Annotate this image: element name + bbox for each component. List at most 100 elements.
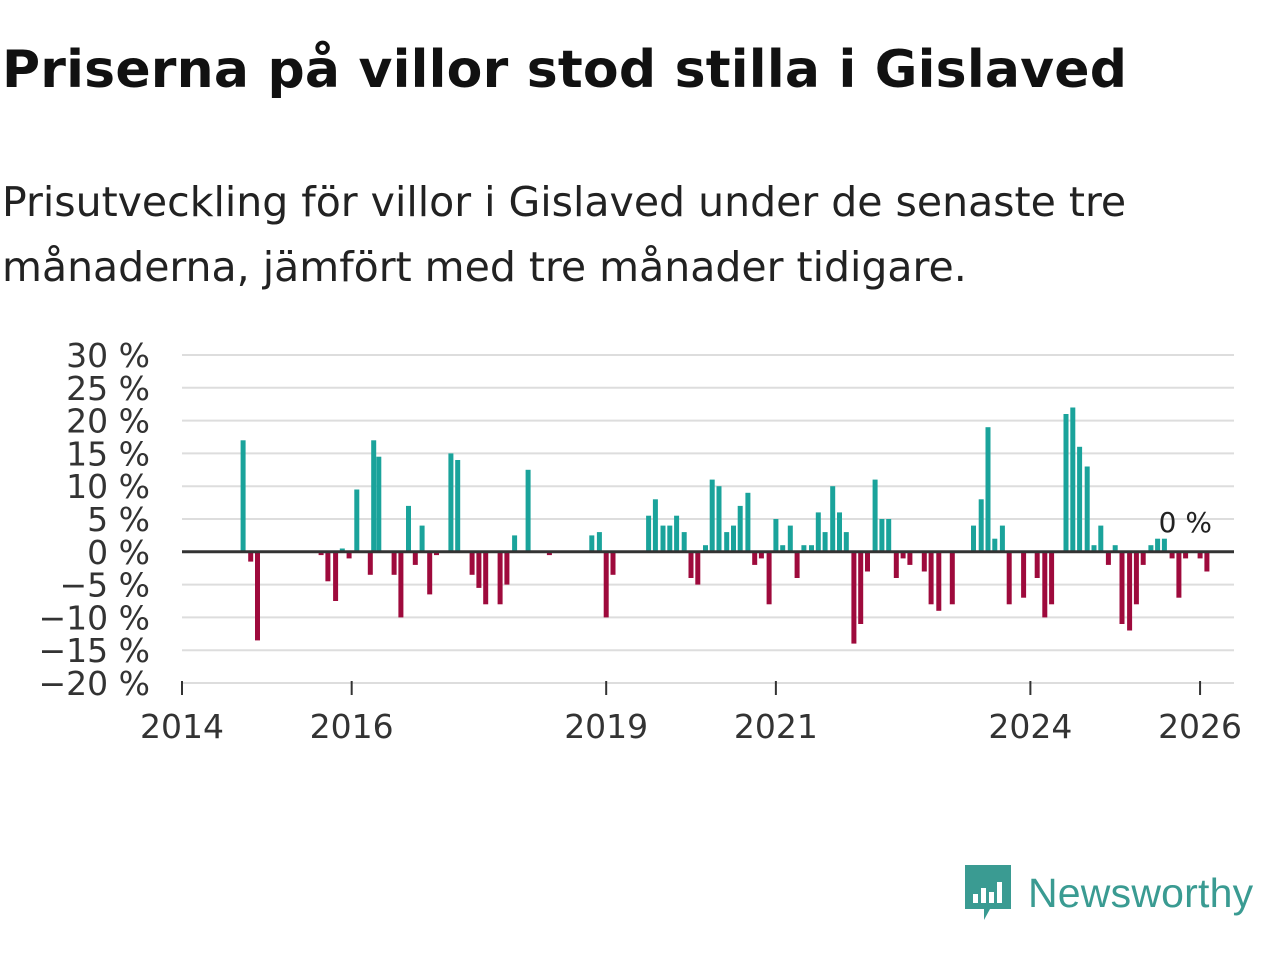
bar-positive [339, 548, 345, 552]
bar-positive [809, 545, 814, 552]
grid-lines [182, 354, 1234, 684]
bar-negative [333, 551, 339, 601]
bar-positive [872, 479, 878, 552]
bar-negative [427, 551, 433, 595]
x-tick-label: 2019 [564, 707, 648, 746]
x-tick-label: 2026 [1158, 707, 1242, 746]
bar-negative [758, 551, 764, 559]
y-tick-label: 25 % [66, 369, 150, 408]
axes: 30 %25 %20 %15 %10 %5 %0 %−5 %−10 %−15 %… [39, 336, 1243, 746]
bar-negative [434, 551, 439, 556]
bar-negative [412, 551, 418, 565]
bar-negative [346, 551, 352, 559]
bar-positive [646, 515, 652, 552]
bar-positive [371, 440, 377, 552]
bar-positive [787, 525, 793, 552]
bar-positive [419, 525, 425, 552]
bar-negative [1042, 551, 1048, 618]
bar-positive [830, 486, 836, 552]
bar-negative [546, 551, 552, 556]
bar-negative [1006, 551, 1012, 605]
y-tick-label: 30 % [66, 336, 150, 375]
y-tick-label: −20 % [39, 664, 151, 703]
y-tick-label: −10 % [39, 598, 151, 637]
bar-positive [737, 505, 743, 552]
bar-positive [745, 492, 751, 552]
bar-negative [949, 551, 955, 605]
bar-negative [504, 551, 510, 585]
y-tick-label: 10 % [66, 467, 150, 506]
bar-positive [978, 499, 984, 552]
bar-negative [476, 551, 482, 588]
x-tick-label: 2016 [310, 707, 394, 746]
bar-positive [843, 532, 849, 552]
bar-negative [893, 551, 899, 578]
bar-negative [497, 551, 503, 605]
bar-negative [248, 551, 254, 562]
bar-positive [681, 532, 687, 552]
bar-positive [406, 505, 411, 552]
bar-positive [1155, 538, 1161, 552]
bar-positive [703, 545, 708, 552]
bar-negative [1176, 551, 1182, 598]
bar-negative [325, 551, 331, 582]
chart-title: Priserna på villor stod stilla i Gislave… [2, 40, 1128, 100]
bar-positive [1161, 538, 1167, 552]
bars [240, 407, 1210, 644]
bar-negative [318, 551, 324, 556]
bar-negative [1140, 551, 1146, 565]
bar-positive [1084, 466, 1090, 552]
bar-positive [886, 519, 892, 552]
bar-positive [512, 535, 518, 552]
bar-positive [801, 545, 807, 552]
bar-positive [667, 525, 673, 552]
bar-positive [815, 512, 821, 552]
bar-positive [455, 460, 461, 552]
bar-positive [1148, 545, 1154, 552]
bar-positive [525, 469, 531, 552]
bar-negative [1197, 551, 1203, 559]
last-value-label: 0 % [1159, 506, 1212, 539]
bar-positive [985, 427, 991, 552]
bar-positive [652, 499, 658, 552]
bar-negative [610, 551, 616, 575]
y-tick-label: 15 % [66, 434, 150, 473]
bar-positive [731, 525, 736, 552]
bar-negative [1049, 551, 1055, 605]
newsworthy-brand[interactable]: Newsworthy [962, 862, 1253, 924]
bar-negative [603, 551, 609, 618]
bar-positive [448, 453, 454, 552]
bar-positive [240, 440, 246, 552]
bar-positive [971, 525, 976, 552]
bar-positive [999, 525, 1005, 552]
bar-negative [1169, 551, 1175, 559]
bar-negative [398, 551, 404, 618]
bar-negative [1021, 551, 1027, 598]
bar-negative [752, 551, 758, 565]
bar-negative [1119, 551, 1125, 624]
newsworthy-logo-icon [965, 865, 1011, 920]
bar-negative [851, 551, 857, 644]
bar-positive [992, 538, 998, 552]
bar-negative [928, 551, 934, 605]
y-tick-label: 5 % [87, 500, 150, 539]
bar-negative [865, 551, 870, 572]
bar-negative [688, 551, 694, 578]
bar-positive [660, 525, 666, 552]
bar-negative [1105, 551, 1111, 565]
bar-negative [936, 551, 942, 611]
bar-positive [589, 535, 595, 552]
bar-negative [1034, 551, 1040, 578]
bar-negative [858, 551, 864, 624]
y-tick-label: −15 % [39, 631, 151, 670]
bar-negative [255, 551, 260, 641]
chart-subtitle: Prisutveckling för villor i Gislaved und… [2, 178, 1127, 291]
bar-positive [674, 515, 680, 552]
bar-negative [1133, 551, 1139, 605]
bar-positive [724, 532, 730, 552]
bar-positive [837, 512, 842, 552]
bar-positive [596, 532, 602, 552]
bar-chart: 30 %25 %20 %15 %10 %5 %0 %−5 %−10 %−15 %… [39, 336, 1243, 746]
bar-positive [716, 486, 722, 552]
x-tick-label: 2021 [734, 707, 818, 746]
